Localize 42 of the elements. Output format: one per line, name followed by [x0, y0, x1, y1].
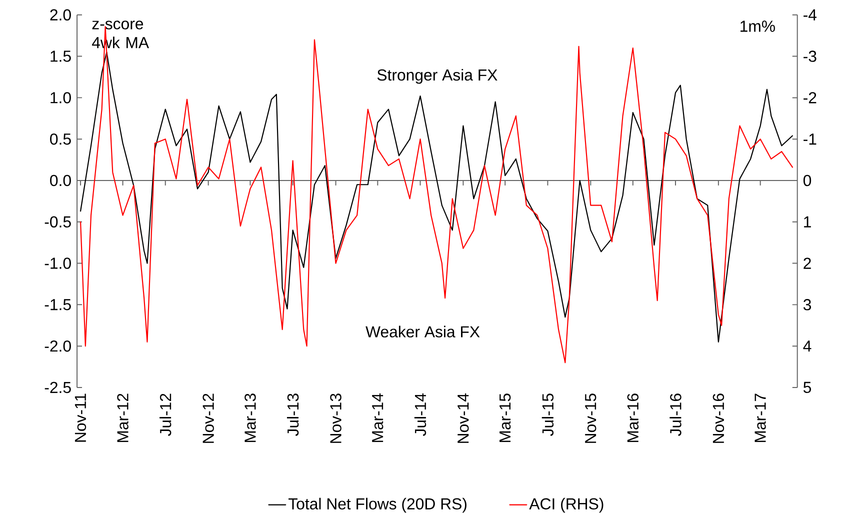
y-tick-label: -0.5 — [44, 216, 71, 228]
x-tick-label: Mar-14 — [372, 394, 384, 442]
y2-tick-label: 0 — [803, 175, 812, 186]
y-tick-label: 1.5 — [50, 50, 71, 62]
y2-tick-label: 4 — [803, 340, 812, 352]
x-tick-label: Jul-12 — [160, 394, 172, 436]
legend-label: ACI (RHS) — [529, 498, 604, 513]
x-tick-label: Jul-14 — [414, 394, 426, 436]
x-tick-label: Jul-16 — [670, 394, 682, 436]
y-tick-label: 2.0 — [50, 9, 71, 21]
x-tick-label: Jul-13 — [286, 394, 299, 436]
x-tick-label: Mar-13 — [244, 394, 256, 442]
x-tick-label: Nov-15 — [585, 394, 596, 444]
x-tick-label: Jul-15 — [542, 394, 554, 436]
y-tick-label: -1.5 — [44, 299, 71, 310]
y2-tick-label: 3 — [803, 299, 811, 310]
x-tick-label: Mar-16 — [627, 394, 639, 442]
x-tick-label: Mar-15 — [500, 394, 511, 442]
y2-tick-label: -1 — [804, 134, 816, 145]
y2-tick-label: -2 — [804, 92, 816, 104]
y2-tick-label: 5 — [803, 382, 812, 394]
x-tick-label: Nov-11 — [74, 394, 86, 442]
y-tick-label: 0.0 — [50, 175, 71, 186]
legend-label: Total Net Flows (20D RS) — [288, 498, 466, 513]
x-tick-label: Nov-12 — [202, 394, 214, 444]
annotation: Stronger Asia FX — [377, 69, 498, 84]
y2-tick-label: -3 — [804, 50, 816, 62]
y2-tick-label: 2 — [804, 258, 811, 270]
x-tick-label: Mar-12 — [117, 394, 128, 442]
y2-tick-label: 1 — [804, 216, 811, 228]
y-tick-label: -2.5 — [44, 382, 71, 394]
x-tick-label: Nov-13 — [330, 394, 342, 444]
annotation: Weaker Asia FX — [366, 326, 480, 338]
x-tick-label: Nov-16 — [712, 394, 724, 444]
y-tick-label: -2.0 — [44, 340, 71, 352]
x-tick-label: Mar-17 — [754, 394, 766, 442]
y-tick-label: 0.5 — [50, 134, 71, 145]
y2-tick-label: -4 — [804, 10, 817, 21]
x-tick-label: Nov-14 — [458, 394, 469, 444]
y2-axis-title: 1m% — [740, 20, 775, 32]
y-tick-label: -1.0 — [44, 258, 71, 270]
y-tick-label: 1.0 — [50, 92, 71, 104]
